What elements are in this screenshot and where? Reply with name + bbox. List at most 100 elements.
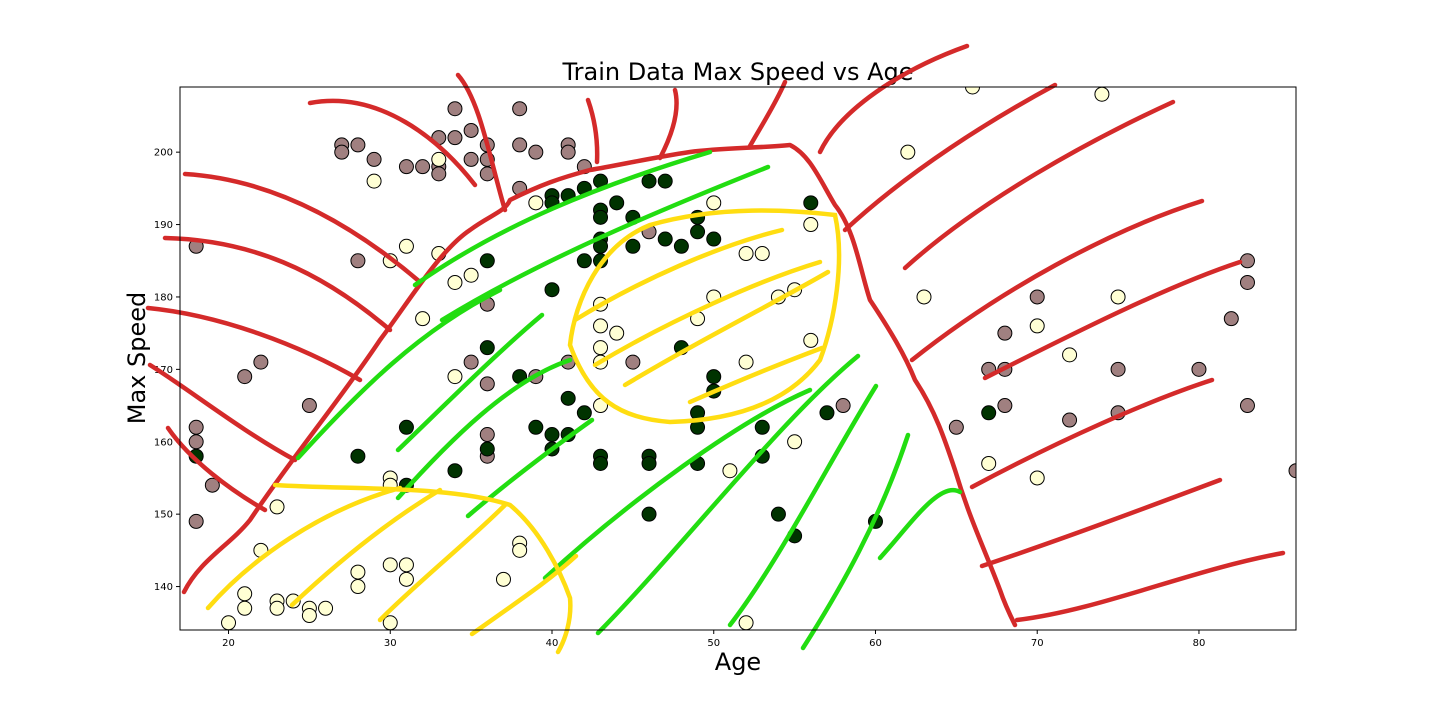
cream-data-point bbox=[237, 600, 253, 616]
yellow-loop-stroke bbox=[567, 208, 842, 425]
mauve-data-point bbox=[1191, 361, 1207, 377]
cream-data-point bbox=[447, 274, 463, 290]
cream-data-point bbox=[1110, 289, 1126, 305]
green-data-point bbox=[641, 506, 657, 522]
y-tick-label: 140 bbox=[154, 582, 173, 593]
green-data-point bbox=[447, 463, 463, 479]
cream-data-point bbox=[512, 542, 528, 558]
y-axis-label: Max Speed bbox=[123, 292, 151, 424]
green-data-point bbox=[673, 238, 689, 254]
mauve-data-point bbox=[350, 253, 366, 269]
mauve-data-point bbox=[188, 419, 204, 435]
cream-data-point bbox=[916, 289, 932, 305]
red-stroke bbox=[657, 87, 679, 161]
green-data-point bbox=[641, 455, 657, 471]
yellow-stroke bbox=[622, 269, 831, 388]
cream-data-point bbox=[382, 557, 398, 573]
y-tick-label: 150 bbox=[154, 510, 173, 521]
red-stroke bbox=[982, 259, 1243, 381]
cream-data-point bbox=[398, 557, 414, 573]
green-data-point bbox=[544, 282, 560, 298]
green-data-point bbox=[398, 419, 414, 435]
green-annotation-strokes bbox=[295, 149, 963, 651]
mauve-data-point bbox=[334, 144, 350, 160]
red-annotation-strokes bbox=[145, 43, 1286, 628]
green-stroke bbox=[395, 357, 573, 501]
cream-data-point bbox=[398, 238, 414, 254]
yellow-stroke bbox=[592, 259, 823, 368]
y-tick-label: 180 bbox=[154, 292, 173, 303]
cream-data-point bbox=[221, 615, 237, 630]
cream-data-point bbox=[609, 325, 625, 341]
green-data-point bbox=[706, 369, 722, 385]
green-data-point bbox=[528, 419, 544, 435]
cream-data-point bbox=[1062, 347, 1078, 363]
mauve-data-point bbox=[1239, 274, 1255, 290]
green-data-point bbox=[593, 209, 609, 225]
yellow-stroke bbox=[377, 502, 508, 623]
red-stroke bbox=[909, 198, 1205, 363]
green-data-point bbox=[803, 195, 819, 211]
mauve-data-point bbox=[479, 376, 495, 392]
green-stroke bbox=[439, 164, 771, 323]
x-tick-label: 40 bbox=[546, 638, 559, 649]
cream-data-point bbox=[803, 217, 819, 233]
cream-data-point bbox=[738, 354, 754, 370]
chart-title: Train Data Max Speed vs Age bbox=[561, 58, 913, 86]
cream-data-point bbox=[803, 332, 819, 348]
yellow-loop-stroke bbox=[272, 482, 573, 655]
mauve-data-point bbox=[479, 427, 495, 443]
cream-data-point bbox=[1029, 470, 1045, 486]
y-tick-label: 200 bbox=[154, 148, 173, 159]
red-stroke bbox=[1014, 550, 1286, 623]
cream-data-point bbox=[754, 246, 770, 262]
red-stroke bbox=[307, 98, 478, 188]
mauve-data-point bbox=[1223, 311, 1239, 327]
cream-data-point bbox=[1029, 318, 1045, 334]
yellow-stroke bbox=[289, 487, 443, 608]
mauve-data-point bbox=[560, 144, 576, 160]
mauve-data-point bbox=[398, 159, 414, 175]
x-tick-label: 50 bbox=[707, 638, 720, 649]
red-stroke bbox=[145, 305, 363, 383]
cream-data-point bbox=[495, 571, 511, 587]
cream-data-point bbox=[269, 499, 285, 515]
cream-data-point bbox=[415, 311, 431, 327]
mauve-data-point bbox=[188, 513, 204, 529]
green-stroke bbox=[595, 353, 861, 636]
y-tick-label: 170 bbox=[154, 365, 173, 376]
mauve-data-point bbox=[1239, 398, 1255, 414]
x-tick-label: 80 bbox=[1193, 638, 1206, 649]
red-stroke bbox=[979, 477, 1223, 569]
green-data-point bbox=[479, 441, 495, 457]
x-tick-label: 70 bbox=[1031, 638, 1044, 649]
data-points bbox=[188, 87, 1296, 630]
mauve-data-point bbox=[512, 101, 528, 117]
cream-data-point bbox=[593, 318, 609, 334]
cream-data-point bbox=[706, 195, 722, 211]
cream-data-point bbox=[350, 564, 366, 580]
green-data-point bbox=[593, 455, 609, 471]
green-data-point bbox=[819, 405, 835, 421]
green-data-point bbox=[576, 253, 592, 269]
mauve-data-point bbox=[463, 354, 479, 370]
mauve-data-point bbox=[463, 151, 479, 167]
red-stroke bbox=[842, 82, 1058, 233]
mauve-data-point bbox=[301, 398, 317, 414]
green-data-point bbox=[479, 340, 495, 356]
yellow-stroke bbox=[469, 553, 579, 637]
axis-ticks: 20 30 40 50 60 70 80 140 150 160 170 180 190 200 bbox=[154, 148, 1205, 649]
cream-data-point bbox=[738, 615, 754, 630]
x-tick-label: 20 bbox=[222, 638, 235, 649]
cream-data-point bbox=[269, 600, 285, 616]
red-stroke bbox=[585, 97, 600, 165]
mauve-data-point bbox=[948, 419, 964, 435]
mauve-data-point bbox=[1288, 463, 1296, 479]
mauve-data-point bbox=[415, 159, 431, 175]
cream-data-point bbox=[981, 455, 997, 471]
mauve-data-point bbox=[447, 130, 463, 146]
green-data-point bbox=[690, 224, 706, 240]
red-stroke bbox=[162, 235, 393, 333]
